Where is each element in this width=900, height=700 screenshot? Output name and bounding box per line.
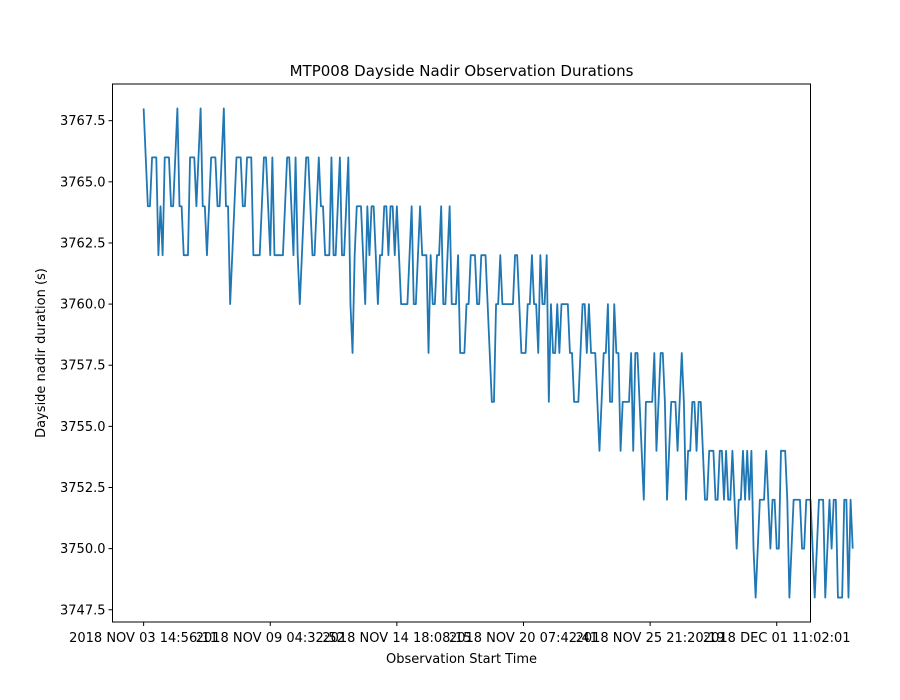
data-layer [142, 107, 854, 599]
x-tick-label: 2018 NOV 09 04:32:52 [196, 631, 345, 646]
y-tick-label: 3750.0 [60, 542, 106, 557]
plot-frame [112, 83, 811, 623]
y-tick-label: 3767.5 [60, 114, 106, 129]
x-tick-label: 2018 NOV 25 21:20:19 [576, 631, 725, 646]
x-tick-label: 2018 NOV 20 07:42:41 [449, 631, 598, 646]
y-axis: 3747.5 3750.0 3752.5 3755.0 3757.5 3760.0 3762… [60, 114, 113, 618]
y-tick-label: 3757.5 [60, 359, 106, 374]
chart-title: MTP008 Dayside Nadir Observation Duratio… [290, 62, 634, 80]
y-tick-label: 3765.0 [60, 175, 106, 190]
y-tick-label: 3752.5 [60, 481, 106, 496]
y-tick-label: 3747.5 [60, 603, 106, 618]
y-tick-label: 3755.0 [60, 420, 106, 435]
x-tick-label: 2018 NOV 14 18:08:15 [322, 631, 471, 646]
series-line-0 [142, 107, 854, 599]
y-tick-label: 3762.5 [60, 236, 106, 251]
x-tick-label: 2018 NOV 03 14:56:11 [69, 631, 218, 646]
x-axis-title: Observation Start Time [386, 652, 537, 667]
x-tick-label: 2018 DEC 01 11:02:01 [703, 631, 851, 646]
y-tick-label: 3760.0 [60, 298, 106, 313]
y-axis-title: Dayside nadir duration (s) [34, 268, 49, 438]
